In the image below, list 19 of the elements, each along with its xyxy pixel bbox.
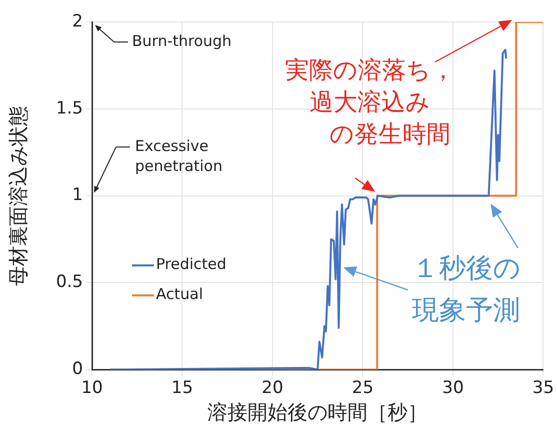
annotation: Excessive penetration — [135, 136, 222, 175]
x-tick-label: 35 — [532, 378, 554, 398]
x-tick-label: 30 — [442, 378, 464, 398]
x-tick-label: 20 — [262, 378, 284, 398]
y-tick-label: 0 — [72, 359, 83, 380]
y-tick-label: 1 — [72, 185, 83, 206]
y-axis-title: 母材裏面溶込み状態 — [6, 106, 30, 286]
legend-label: Actual — [156, 285, 203, 304]
y-tick-label: 2 — [72, 11, 83, 32]
x-tick-label: 25 — [352, 378, 374, 398]
legend-label: Predicted — [156, 255, 226, 274]
y-tick-label: 0.5 — [56, 272, 83, 292]
annotation: Burn-through — [132, 32, 232, 50]
x-tick-label: 10 — [81, 378, 103, 398]
y-tick-label: 1.5 — [56, 98, 83, 118]
annotation: １秒後の現象予測 — [412, 253, 521, 326]
annotation: 実際の溶落ち，過大溶込みの発生時間 — [285, 56, 455, 148]
x-axis-title: 溶接開始後の時間［秒］ — [208, 400, 428, 424]
x-tick-label: 15 — [171, 378, 194, 398]
